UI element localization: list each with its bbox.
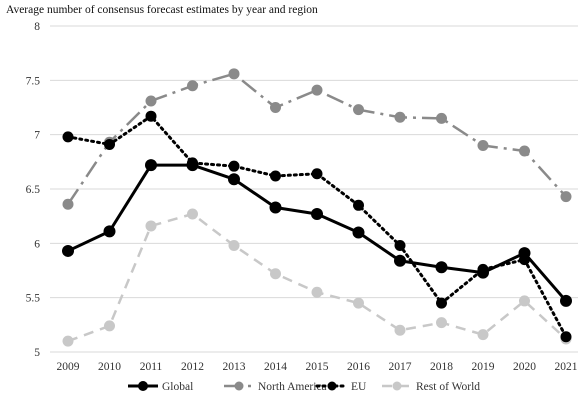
x-tick-label: 2013 [223, 361, 246, 373]
y-tick-label: 5 [34, 347, 40, 359]
data-point-global [103, 225, 116, 238]
data-point-eu [228, 160, 240, 172]
legend-label-rest-of-world: Rest of World [416, 381, 480, 393]
data-point-global [435, 261, 448, 274]
x-tick-label: 2012 [181, 361, 204, 373]
data-point-global [394, 254, 406, 267]
x-tick-label: 2018 [430, 361, 453, 373]
x-tick-label: 2020 [513, 361, 536, 373]
y-tick-label: 7.5 [26, 75, 41, 87]
data-point-north-america [187, 80, 198, 92]
data-point-rest-of-world [353, 297, 364, 309]
data-point-rest-of-world [436, 317, 447, 329]
legend-label-global: Global [162, 381, 193, 393]
data-point-north-america [145, 95, 157, 107]
data-point-north-america [519, 145, 530, 157]
x-tick-label: 2014 [264, 361, 287, 373]
data-point-rest-of-world [311, 286, 323, 298]
data-point-eu [62, 131, 74, 143]
data-point-rest-of-world [228, 240, 240, 252]
data-point-global [477, 266, 489, 279]
x-tick-label: 2021 [555, 361, 578, 373]
legend-marker-global [138, 381, 148, 391]
series-line-global [67, 163, 568, 302]
data-point-eu [145, 110, 157, 122]
data-point-rest-of-world [477, 329, 489, 341]
x-tick-label: 2010 [98, 361, 121, 373]
data-point-rest-of-world [104, 320, 115, 332]
data-point-north-america [436, 112, 447, 124]
data-point-north-america [353, 104, 364, 116]
legend-marker-north-america [234, 381, 244, 391]
legend-marker-rest-of-world [392, 381, 402, 391]
y-tick-label: 7 [34, 130, 40, 142]
chart-title: Average number of consensus forecast est… [6, 4, 318, 16]
data-point-north-america [477, 140, 489, 152]
x-tick-label: 2019 [472, 361, 495, 373]
data-point-north-america [560, 191, 572, 203]
y-tick-label: 5.5 [26, 293, 41, 305]
y-tick-label: 8 [34, 21, 40, 33]
data-point-rest-of-world [394, 324, 406, 336]
data-point-global [518, 247, 531, 260]
data-point-eu [104, 138, 115, 150]
y-tick-label: 6.5 [26, 184, 41, 196]
data-point-global [311, 207, 323, 220]
data-point-north-america [228, 68, 240, 80]
data-point-rest-of-world [187, 208, 198, 220]
data-point-rest-of-world [519, 295, 530, 307]
data-point-global [186, 159, 199, 172]
x-tick-label: 2017 [389, 361, 412, 373]
data-point-eu [353, 199, 364, 211]
data-point-global [560, 294, 572, 307]
data-point-north-america [270, 102, 281, 113]
data-point-global [269, 201, 282, 214]
data-point-eu [270, 170, 281, 182]
data-point-global [228, 173, 240, 186]
data-point-rest-of-world [62, 335, 74, 347]
data-point-north-america [394, 111, 406, 123]
y-tick-label: 6 [34, 238, 40, 250]
data-point-rest-of-world [270, 268, 281, 280]
data-point-north-america [62, 198, 74, 210]
series-line-eu [66, 114, 568, 339]
data-point-global [62, 244, 74, 257]
x-tick-label: 2016 [347, 361, 370, 373]
data-point-eu [436, 297, 447, 309]
x-tick-label: 2011 [140, 361, 163, 373]
data-point-rest-of-world [145, 220, 157, 232]
data-point-eu [394, 240, 406, 252]
data-point-eu [560, 331, 572, 343]
legend-label-north-america: North America [258, 381, 327, 393]
data-point-global [145, 159, 157, 172]
legend-marker-eu [327, 381, 337, 391]
series-line-rest-of-world [67, 212, 567, 343]
x-tick-label: 2015 [306, 361, 329, 373]
legend-label-eu: EU [351, 381, 367, 393]
data-point-global [352, 226, 365, 239]
data-point-eu [311, 168, 323, 180]
x-tick-label: 2009 [57, 361, 80, 373]
data-point-north-america [311, 84, 323, 96]
